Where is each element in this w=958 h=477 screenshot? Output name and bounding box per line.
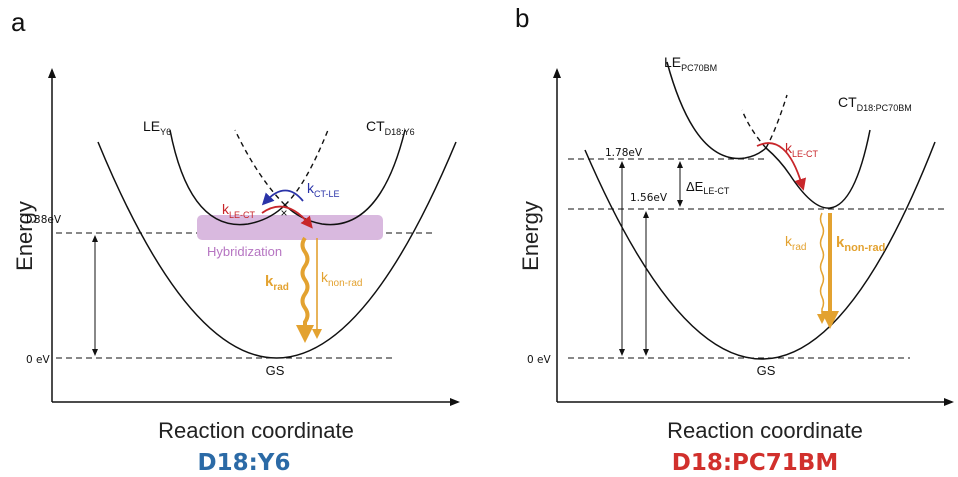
panel-b-le-label: LEPC70BM — [664, 54, 717, 73]
panel-b-k-nonrad-label: knon-rad — [836, 234, 885, 254]
panel-b-k-le-ct-arrow — [756, 142, 807, 191]
panel-b-le-dashed — [765, 94, 788, 149]
panel-a-ct-dashed — [234, 129, 286, 206]
panel-a: a Energy Reaction coordinate 1.38eV 0 eV… — [11, 7, 460, 476]
panel-b-ct-curve — [765, 129, 871, 209]
panel-b-y-axis-title: Energy — [518, 201, 543, 271]
panel-a-letter: a — [11, 7, 26, 37]
panel-a-k-rad-label: krad — [265, 273, 289, 293]
panel-a-k-rad-arrow — [296, 236, 314, 343]
panel-a-le-label: LEY6 — [143, 118, 171, 137]
panel-b-ct-dashed — [741, 109, 767, 149]
panel-a-caption: D18:Y6 — [198, 450, 291, 476]
panel-a-k-ct-le-arrow — [261, 189, 304, 206]
panel-b-k-rad-label: krad — [785, 233, 806, 253]
panel-b-ct-label: CTD18:PC70BM — [838, 94, 912, 113]
panel-b-level-mid-label: 1.56eV — [630, 192, 668, 204]
panel-b-letter: b — [515, 3, 529, 33]
panel-a-le-dashed — [284, 129, 329, 206]
panel-a-y-axis-title: Energy — [12, 201, 37, 271]
panel-a-k-nonrad-label: knon-rad — [321, 269, 362, 289]
panel-a-k-le-ct-label: kLE-CT — [222, 201, 256, 220]
panel-a-level-high-label: 1.38eV — [24, 214, 62, 226]
panel-a-gs-label: GS — [266, 363, 285, 378]
panel-a-hybridization-band — [197, 215, 383, 240]
panel-b-gs-label: GS — [757, 363, 776, 378]
panel-a-hybridization-label: Hybridization — [207, 244, 282, 259]
panel-b-x-axis-title: Reaction coordinate — [667, 418, 863, 443]
panel-a-x-axis-title: Reaction coordinate — [158, 418, 354, 443]
panel-b-delta-label: ΔELE-CT — [686, 179, 730, 196]
panel-b-k-rad-arrow — [817, 212, 827, 324]
panel-b-gs-curve — [584, 141, 936, 360]
panel-b-caption: D18:PC71BM — [672, 450, 838, 476]
panel-a-ct-label: CTD18:Y6 — [366, 118, 415, 137]
panel-b-level-top-label: 1.78eV — [605, 147, 643, 159]
panel-a-level-zero-label: 0 eV — [26, 354, 50, 366]
panel-a-crossing-mark: × — [280, 206, 287, 220]
panel-a-k-le-ct-arrow — [261, 205, 313, 229]
panel-a-gs-curve — [97, 141, 457, 359]
panel-b: b Energy Reaction coordinate 1.78eV 1.56… — [515, 3, 954, 476]
panel-b-le-curve — [666, 61, 767, 160]
panel-b-level-zero-label: 0 eV — [527, 354, 551, 366]
panel-a-k-ct-le-label: kCT-LE — [307, 180, 340, 199]
panel-b-k-le-ct-label: kLE-CT — [785, 140, 819, 159]
